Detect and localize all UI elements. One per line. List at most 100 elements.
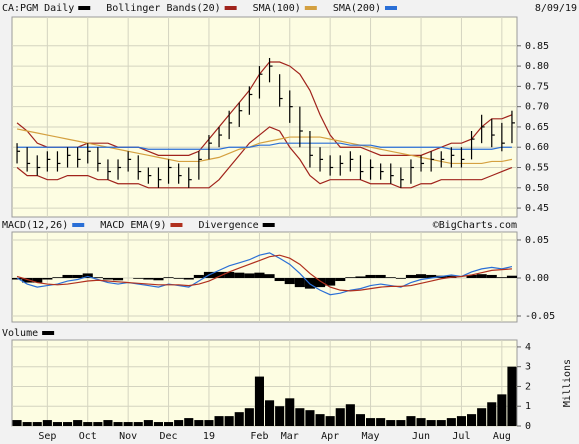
volume-bar bbox=[143, 420, 153, 426]
legend-label: Volume bbox=[2, 328, 38, 339]
volume-bar bbox=[164, 422, 174, 426]
divergence-bar bbox=[244, 273, 255, 278]
divergence-bar bbox=[375, 274, 386, 278]
legend-swatch bbox=[170, 223, 183, 227]
volume-bar bbox=[113, 422, 123, 426]
divergence-bar bbox=[335, 277, 346, 282]
sma-line bbox=[17, 142, 512, 150]
legend-label: CA:PGM Daily bbox=[2, 3, 74, 14]
volume-bar bbox=[355, 414, 365, 426]
macd-line bbox=[16, 254, 512, 292]
divergence-bar bbox=[113, 277, 124, 281]
legend-label: SMA(200) bbox=[333, 3, 381, 14]
divergence-bar bbox=[466, 274, 477, 278]
volume-panel bbox=[11, 339, 518, 427]
volume-bar bbox=[335, 408, 345, 426]
bollinger-band bbox=[16, 126, 513, 189]
legend-swatch bbox=[78, 6, 91, 10]
x-tick-label: Sep bbox=[38, 431, 56, 442]
divergence-bar bbox=[42, 277, 53, 280]
legend-swatch bbox=[42, 331, 55, 335]
x-tick-label: Jun bbox=[412, 431, 430, 442]
x-tick-label: Apr bbox=[321, 431, 339, 442]
sma-line bbox=[16, 128, 513, 165]
x-tick-label: Mar bbox=[281, 431, 299, 442]
x-tick-label: Oct bbox=[79, 431, 97, 442]
volume-bar bbox=[153, 422, 163, 426]
volume-bar bbox=[487, 402, 497, 426]
volume-bar bbox=[133, 422, 143, 426]
y-tick-label: 1 bbox=[525, 401, 531, 412]
divergence-bar bbox=[345, 277, 356, 278]
volume-bar bbox=[275, 406, 285, 426]
divergence-bar bbox=[476, 274, 487, 278]
divergence-bar bbox=[405, 274, 416, 278]
volume-bar bbox=[325, 416, 335, 426]
legend-label: Divergence bbox=[198, 220, 258, 231]
divergence-bar bbox=[234, 272, 245, 278]
credit: ©BigCharts.com bbox=[433, 220, 517, 231]
volume-bar bbox=[83, 422, 93, 426]
x-tick-label: Dec bbox=[160, 431, 178, 442]
volume-bar bbox=[52, 422, 62, 426]
volume-bar bbox=[73, 420, 83, 426]
volume-bar bbox=[214, 416, 224, 426]
x-tick-label: 19 bbox=[203, 431, 215, 442]
volume-bar bbox=[234, 412, 244, 426]
volume-bar bbox=[467, 414, 477, 426]
x-tick-label: Nov bbox=[119, 431, 137, 442]
divergence-bar bbox=[294, 277, 305, 288]
volume-bar bbox=[103, 420, 113, 426]
divergence-bar bbox=[163, 277, 174, 278]
legend-swatch bbox=[384, 6, 397, 10]
volume-bar bbox=[406, 416, 416, 426]
volume-bar bbox=[93, 422, 103, 426]
divergence-bar bbox=[355, 276, 366, 278]
divergence-bar bbox=[264, 274, 275, 278]
divergence-bar bbox=[496, 277, 507, 278]
volume-bar bbox=[315, 414, 325, 426]
y-tick-label: 0.50 bbox=[525, 183, 549, 194]
y-tick-label: 0.05 bbox=[525, 235, 549, 246]
y-tick-label: 0.65 bbox=[525, 122, 549, 133]
date-label: 8/09/19 bbox=[535, 3, 577, 14]
y-tick-label: 0.75 bbox=[525, 81, 549, 92]
divergence-bar bbox=[143, 277, 154, 280]
bollinger-band bbox=[16, 61, 513, 156]
volume-bar bbox=[386, 420, 396, 426]
volume-bar bbox=[376, 418, 386, 426]
legend-swatch bbox=[224, 6, 237, 10]
divergence-bar bbox=[72, 274, 83, 278]
divergence-bar bbox=[52, 277, 63, 278]
volume-bar bbox=[345, 404, 355, 426]
legend-swatch bbox=[72, 223, 85, 227]
volume-bar bbox=[22, 422, 32, 426]
x-tick-label: Jul bbox=[452, 431, 470, 442]
divergence-bar bbox=[274, 277, 285, 282]
volume-bar bbox=[436, 420, 446, 426]
volume-bar bbox=[497, 394, 507, 426]
divergence-bar bbox=[12, 277, 23, 280]
volume-bar bbox=[63, 422, 73, 426]
volume-bar bbox=[254, 376, 264, 426]
divergence-bar bbox=[102, 277, 113, 280]
volume-bar bbox=[174, 420, 184, 426]
divergence-bar bbox=[224, 271, 235, 278]
legend-label: MACD EMA(9) bbox=[100, 220, 166, 231]
y-tick-label: 3 bbox=[525, 362, 531, 373]
divergence-bar bbox=[82, 273, 93, 278]
divergence-bar bbox=[214, 271, 225, 278]
y-tick-label: 0.45 bbox=[525, 203, 549, 214]
volume-bar bbox=[416, 418, 426, 426]
divergence-bar bbox=[193, 274, 204, 278]
divergence-bar bbox=[133, 277, 144, 279]
y-tick-label: 0.00 bbox=[525, 273, 549, 284]
volume-bar bbox=[244, 408, 254, 426]
divergence-bar bbox=[506, 275, 517, 278]
volume-bar bbox=[265, 400, 275, 426]
divergence-bar bbox=[416, 274, 427, 278]
volume-bar bbox=[285, 398, 295, 426]
x-tick-label: Feb bbox=[250, 431, 268, 442]
legend-label: MACD(12,26) bbox=[2, 220, 68, 231]
